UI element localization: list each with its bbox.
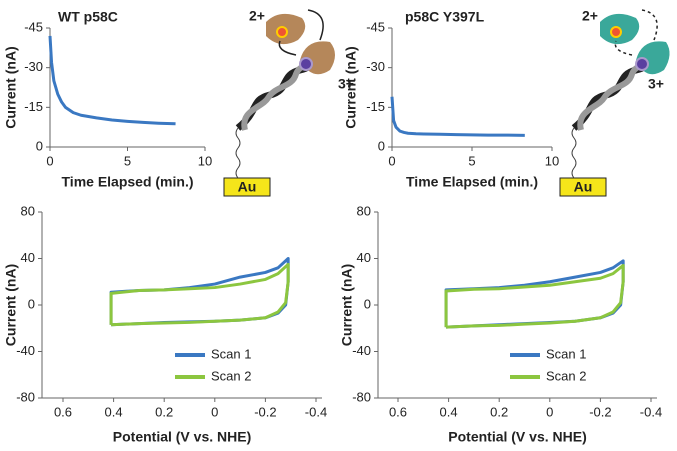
- data-line: [48, 35, 176, 126]
- x-tick-label: 0.6: [54, 404, 72, 419]
- y-axis-label: Current (nA): [3, 46, 19, 128]
- y-axis-label: Current (nA): [3, 264, 19, 346]
- data-line: [390, 96, 525, 137]
- y-tick-label: 0: [36, 138, 43, 153]
- y-tick-label: -15: [24, 99, 43, 114]
- data-line: [109, 262, 290, 327]
- arrow: [278, 40, 297, 56]
- arrow: [641, 9, 658, 41]
- data-line: [444, 263, 625, 329]
- legend-label: Scan 2: [211, 368, 251, 383]
- y-tick-label: 0: [378, 138, 385, 153]
- y-tick-label: -45: [24, 19, 43, 34]
- y-axis-label: Current (nA): [343, 46, 359, 128]
- legend-label: Scan 1: [546, 346, 586, 361]
- y-tick-label: -80: [352, 389, 371, 404]
- y-tick-label: -45: [366, 19, 385, 34]
- x-tick-label: 5: [124, 153, 131, 168]
- y-tick-label: -30: [24, 59, 43, 74]
- cluster: [610, 26, 622, 38]
- charge-label: 2+: [249, 8, 265, 24]
- cluster: [299, 57, 313, 71]
- x-tick-label: -0.4: [305, 404, 327, 419]
- y-tick-label: -40: [16, 343, 35, 358]
- x-tick-label: -0.4: [640, 404, 662, 419]
- y-tick-label: 80: [357, 203, 371, 218]
- cluster: [635, 57, 649, 71]
- x-tick-label: 0.6: [389, 404, 407, 419]
- electrode-label: Au: [238, 179, 257, 195]
- y-tick-label: -15: [366, 99, 385, 114]
- x-tick-label: 10: [545, 153, 559, 168]
- charge-label: 3+: [648, 76, 664, 92]
- x-tick-label: 0: [211, 404, 218, 419]
- x-tick-label: 0: [546, 404, 553, 419]
- charge-label: 3+: [338, 76, 354, 92]
- electrode-label: Au: [574, 179, 593, 195]
- legend-label: Scan 1: [211, 346, 251, 361]
- y-tick-label: 80: [21, 203, 35, 218]
- charge-label: 2+: [582, 8, 598, 24]
- electrode: [223, 177, 271, 197]
- x-axis-label: Potential (V vs. NHE): [113, 429, 251, 445]
- x-tick-label: -0.2: [589, 404, 611, 419]
- cluster: [276, 26, 288, 38]
- x-tick-label: 0: [388, 153, 395, 168]
- x-tick-label: 0.4: [105, 404, 123, 419]
- chart-title: p58C Y397L: [405, 9, 485, 25]
- illustration: Au 2+ 3+: [559, 8, 670, 197]
- y-tick-label: 0: [364, 296, 371, 311]
- x-axis-label: Time Elapsed (min.): [406, 174, 538, 190]
- x-tick-label: 0: [46, 153, 53, 168]
- x-tick-label: 0.2: [490, 404, 508, 419]
- linker: [235, 127, 241, 179]
- y-tick-label: -30: [366, 59, 385, 74]
- x-tick-label: -0.2: [254, 404, 276, 419]
- x-axis-label: Potential (V vs. NHE): [448, 429, 586, 445]
- x-tick-label: 0.2: [155, 404, 173, 419]
- y-axis-label: Current (nA): [339, 264, 355, 346]
- y-tick-label: -80: [16, 389, 35, 404]
- x-axis-label: Time Elapsed (min.): [62, 174, 194, 190]
- x-tick-label: 10: [198, 153, 212, 168]
- legend-label: Scan 2: [546, 368, 586, 383]
- arrow: [307, 9, 324, 41]
- y-tick-label: 0: [28, 296, 35, 311]
- y-tick-label: 40: [21, 250, 35, 265]
- y-tick-label: 40: [357, 250, 371, 265]
- x-tick-label: 0.4: [440, 404, 458, 419]
- illustration: Au 2+ 3+: [223, 8, 354, 197]
- y-tick-label: -40: [352, 343, 371, 358]
- chart-title: WT p58C: [58, 9, 118, 25]
- electrode: [559, 177, 607, 197]
- x-tick-label: 5: [468, 153, 475, 168]
- arrow: [614, 40, 633, 56]
- linker: [571, 127, 577, 179]
